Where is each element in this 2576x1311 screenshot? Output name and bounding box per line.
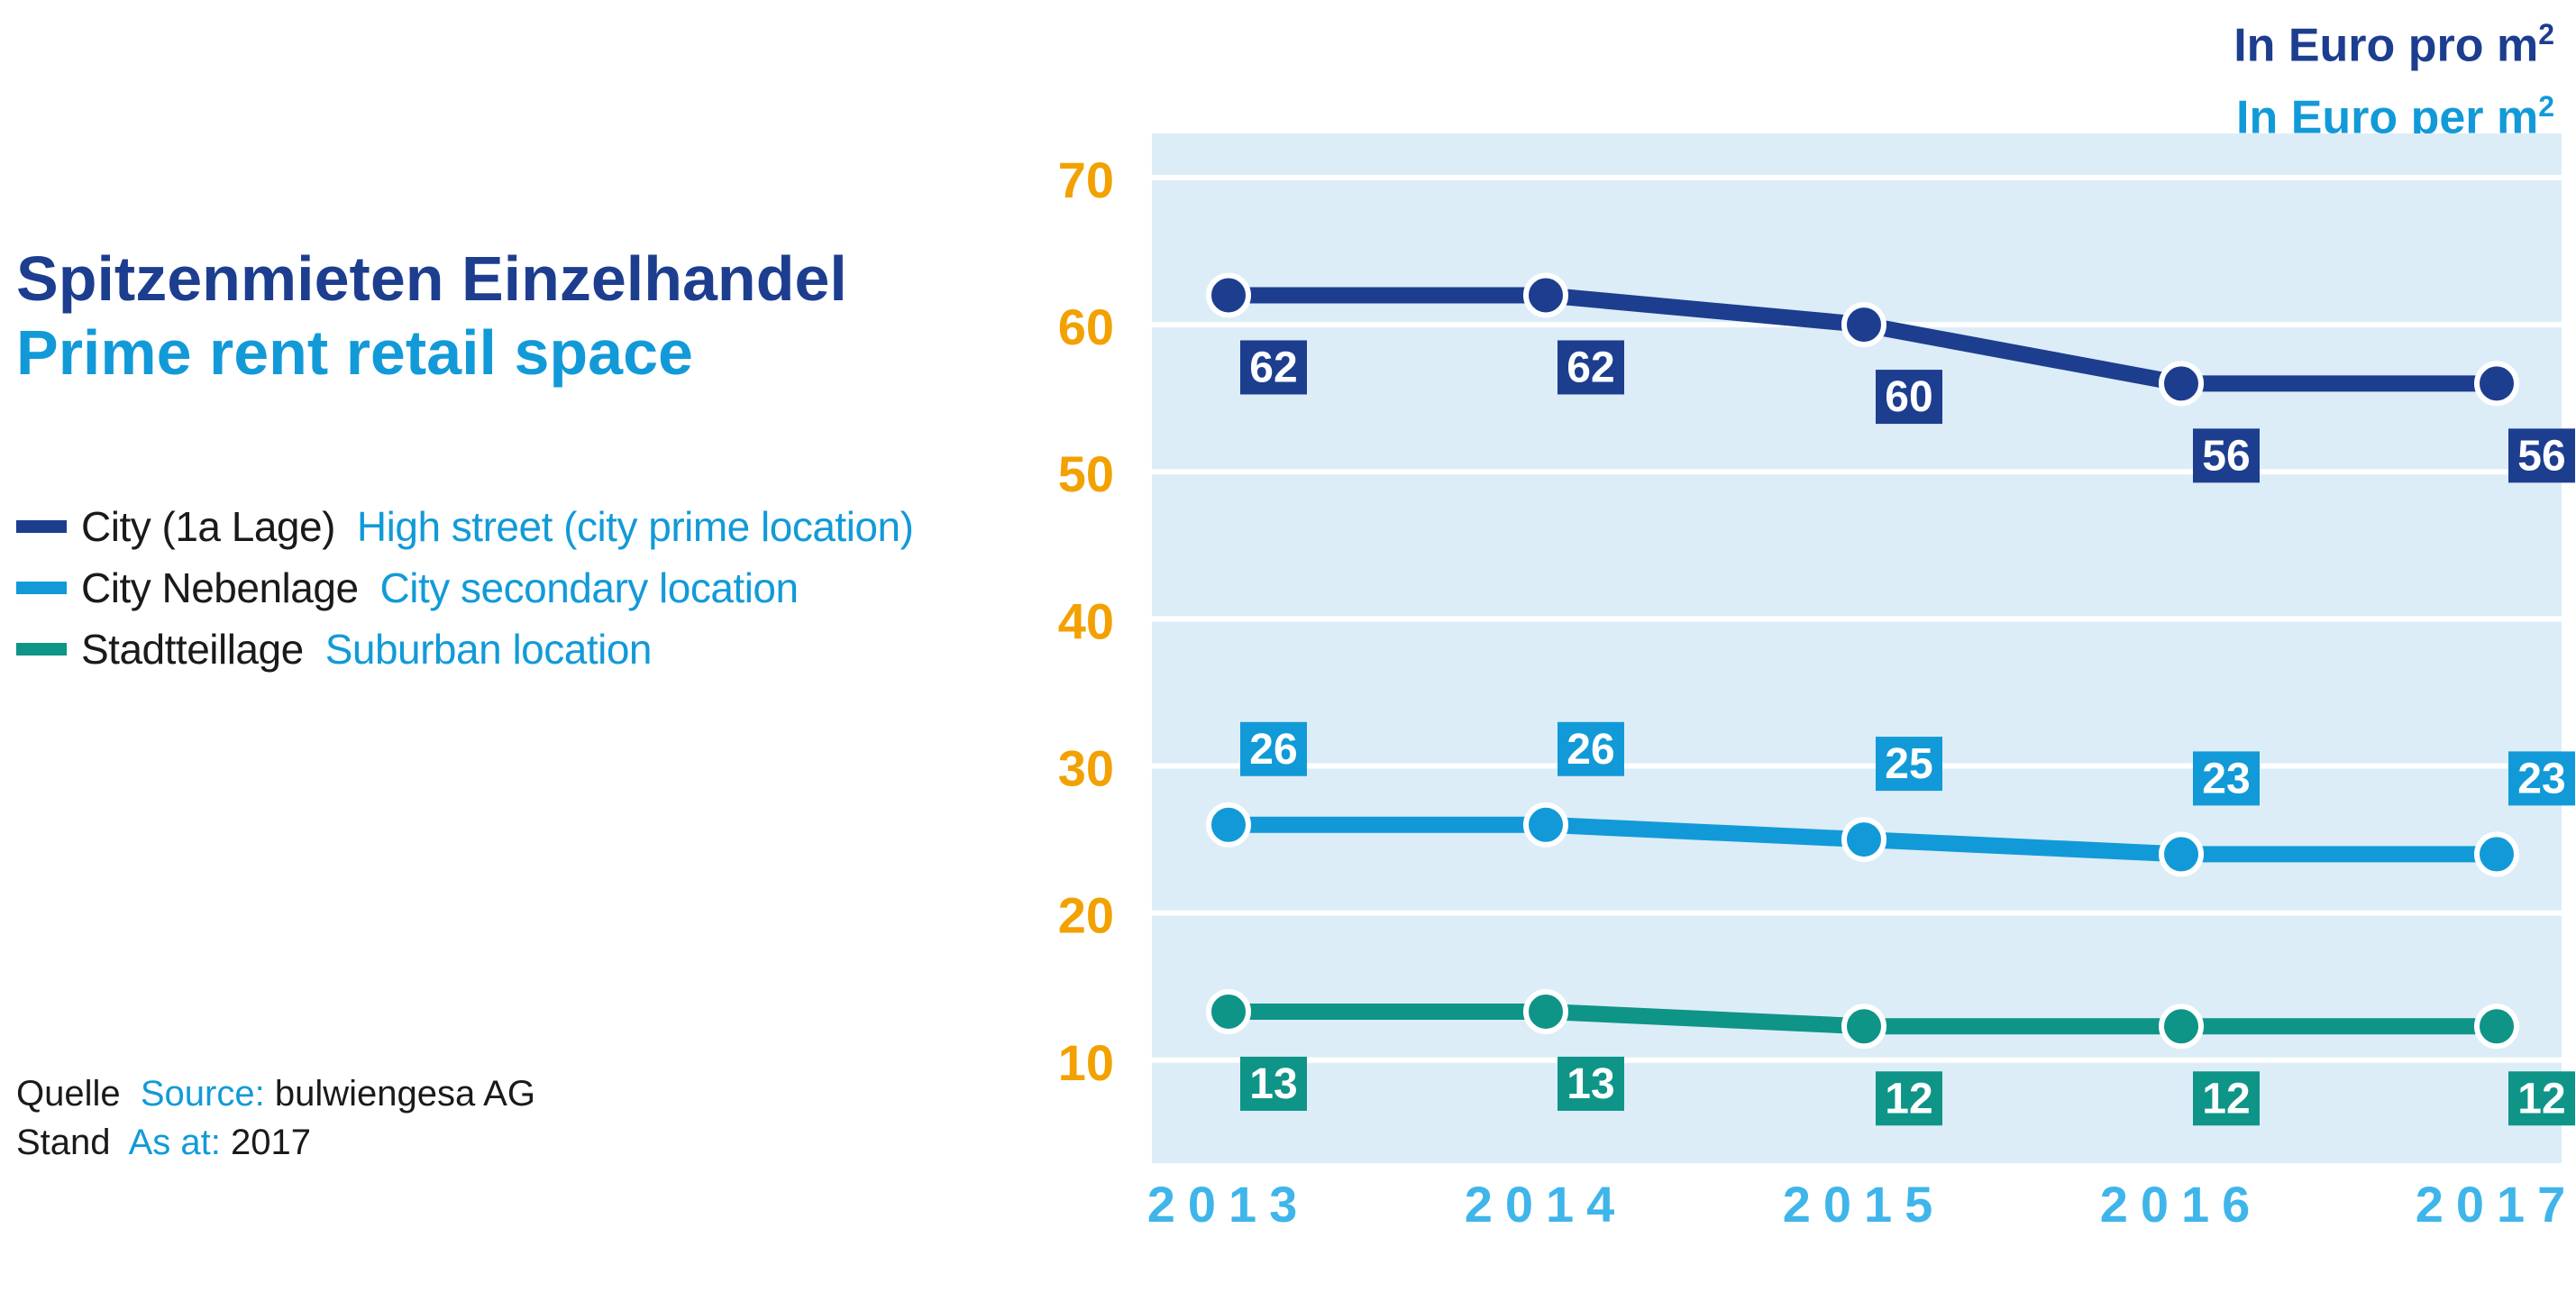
data-label-box — [1240, 340, 1307, 395]
legend-label-german: Stadtteillage — [81, 626, 304, 673]
data-point — [1206, 272, 1251, 318]
data-label: 23 — [2202, 755, 2250, 802]
x-tick-label: 2017 — [2416, 1176, 2576, 1233]
legend-label-german: City (1a Lage) — [81, 503, 335, 550]
source-label-german: Quelle — [16, 1074, 121, 1114]
unit-german: In Euro pro m2 — [2233, 18, 2554, 72]
x-tick-label: 2016 — [2100, 1176, 2263, 1233]
data-point — [1523, 988, 1568, 1034]
data-label-box — [1876, 1071, 1942, 1126]
y-tick-label: 40 — [1058, 592, 1114, 649]
data-label: 12 — [1885, 1075, 1932, 1123]
legend-item-secondary: City Nebenlage City secondary location — [16, 557, 913, 619]
data-label: 26 — [1249, 726, 1297, 774]
data-label-box — [1876, 370, 1942, 425]
legend-item-suburban: Stadtteillage Suburban location — [16, 619, 913, 680]
data-label: 12 — [2517, 1075, 2565, 1123]
y-tick-label: 50 — [1058, 445, 1114, 502]
data-label: 60 — [1885, 373, 1932, 421]
data-point — [2159, 361, 2204, 407]
y-tick-label: 10 — [1058, 1034, 1114, 1091]
data-point — [1206, 988, 1251, 1034]
date-line: Stand As at: 2017 — [16, 1118, 535, 1167]
source-line: Quelle Source: bulwiengesa AG — [16, 1069, 535, 1118]
data-label-box — [1557, 340, 1624, 395]
data-point — [1523, 802, 1568, 848]
date-label-german: Stand — [16, 1123, 111, 1162]
data-label: 56 — [2202, 432, 2250, 480]
data-label-box — [1557, 721, 1624, 776]
data-point — [1841, 817, 1886, 863]
data-label: 25 — [1885, 740, 1932, 788]
data-point — [1841, 1004, 1886, 1050]
data-label-box — [2508, 751, 2575, 806]
data-label-box — [1876, 737, 1942, 792]
x-tick-label: 2015 — [1783, 1176, 1946, 1233]
chart-title: Spitzenmieten Einzelhandel Prime rent re… — [16, 242, 847, 390]
legend: City (1a Lage) High street (city prime l… — [16, 496, 914, 680]
x-tick-label: 2014 — [1465, 1176, 1628, 1233]
data-label: 13 — [1567, 1060, 1614, 1108]
legend-label-english: High street (city prime location) — [356, 503, 914, 550]
data-label-box — [1240, 1056, 1307, 1111]
data-label-box — [2508, 1071, 2575, 1126]
title-german: Spitzenmieten Einzelhandel — [16, 243, 847, 314]
data-label-box — [2508, 428, 2575, 483]
y-tick-label: 30 — [1058, 740, 1114, 797]
data-label-box — [2193, 428, 2260, 483]
source-label-english: Source: — [140, 1074, 265, 1114]
data-label: 56 — [2517, 432, 2565, 480]
legend-label-english: Suburban location — [324, 626, 653, 673]
data-point — [2159, 1004, 2204, 1050]
legend-swatch-suburban — [16, 643, 67, 656]
data-point — [2474, 831, 2519, 877]
y-tick-label: 70 — [1058, 151, 1114, 208]
date-value: 2017 — [230, 1123, 311, 1162]
data-label-box — [1240, 721, 1307, 776]
data-label: 23 — [2517, 755, 2565, 802]
legend-label-english: City secondary location — [379, 564, 799, 611]
data-label: 12 — [2202, 1075, 2250, 1123]
data-point — [2474, 361, 2519, 407]
source-note: Quelle Source: bulwiengesa AG Stand As a… — [16, 1069, 535, 1167]
data-label: 26 — [1567, 726, 1614, 774]
date-label-english: As at: — [128, 1123, 221, 1162]
data-point — [1206, 802, 1251, 848]
data-point — [2159, 831, 2204, 877]
title-english: Prime rent retail space — [16, 317, 693, 388]
data-label: 62 — [1249, 344, 1297, 391]
data-point — [1841, 302, 1886, 348]
legend-swatch-secondary — [16, 582, 67, 594]
y-tick-label: 20 — [1058, 887, 1114, 944]
legend-label-german: City Nebenlage — [81, 564, 359, 611]
data-point — [2474, 1004, 2519, 1050]
y-tick-label: 60 — [1058, 298, 1114, 355]
x-tick-label: 2013 — [1147, 1176, 1311, 1233]
data-label-box — [1557, 1056, 1624, 1111]
legend-item-high-street: City (1a Lage) High street (city prime l… — [16, 496, 914, 557]
data-label: 13 — [1249, 1060, 1297, 1108]
data-label: 62 — [1567, 344, 1614, 391]
source-value: bulwiengesa AG — [274, 1074, 535, 1114]
legend-swatch-high-street — [16, 520, 67, 533]
data-label-box — [2193, 1071, 2260, 1126]
data-point — [1523, 272, 1568, 318]
data-label-box — [2193, 751, 2260, 806]
